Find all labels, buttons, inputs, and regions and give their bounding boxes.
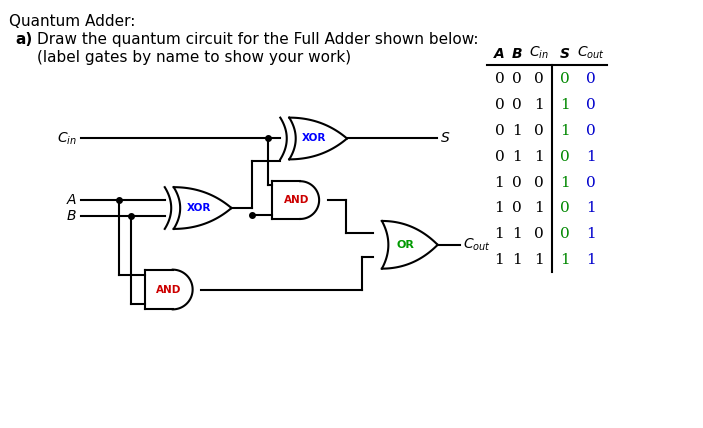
Text: 1: 1 xyxy=(586,227,596,241)
Text: XOR: XOR xyxy=(302,134,326,143)
Text: 1: 1 xyxy=(560,124,570,138)
Text: 0: 0 xyxy=(512,201,522,215)
Text: OR: OR xyxy=(397,240,415,250)
Text: $C_{in}$: $C_{in}$ xyxy=(529,45,549,61)
Text: AND: AND xyxy=(283,195,309,205)
Text: 1: 1 xyxy=(512,227,522,241)
Text: 0: 0 xyxy=(534,124,544,138)
Text: 1: 1 xyxy=(512,124,522,138)
Text: 0: 0 xyxy=(494,98,504,112)
Text: 0: 0 xyxy=(560,150,570,163)
Text: 0: 0 xyxy=(512,72,522,86)
Text: 0: 0 xyxy=(560,201,570,215)
Text: $C_{out}$: $C_{out}$ xyxy=(463,237,491,253)
Text: 0: 0 xyxy=(534,72,544,86)
Text: 1: 1 xyxy=(586,253,596,267)
Text: 0: 0 xyxy=(586,124,596,138)
Text: 0: 0 xyxy=(586,72,596,86)
Text: 0: 0 xyxy=(494,124,504,138)
Text: $C_{out}$: $C_{out}$ xyxy=(577,45,605,61)
Text: $B$: $B$ xyxy=(66,209,77,223)
Text: A: A xyxy=(494,47,505,61)
Text: Quantum Adder:: Quantum Adder: xyxy=(9,14,136,29)
Text: 1: 1 xyxy=(534,150,544,163)
Text: 1: 1 xyxy=(494,201,504,215)
Text: 0: 0 xyxy=(494,150,504,163)
Text: 0: 0 xyxy=(586,175,596,190)
Text: 1: 1 xyxy=(560,98,570,112)
Text: AND: AND xyxy=(156,285,181,294)
Text: 0: 0 xyxy=(534,175,544,190)
Text: Draw the quantum circuit for the Full Adder shown below:: Draw the quantum circuit for the Full Ad… xyxy=(37,32,479,47)
Text: B: B xyxy=(512,47,522,61)
Text: 0: 0 xyxy=(586,98,596,112)
Text: 1: 1 xyxy=(494,175,504,190)
Text: 0: 0 xyxy=(512,98,522,112)
Text: 1: 1 xyxy=(494,227,504,241)
Text: 1: 1 xyxy=(494,253,504,267)
Text: a): a) xyxy=(15,32,32,47)
Text: 1: 1 xyxy=(586,201,596,215)
Text: 1: 1 xyxy=(534,98,544,112)
Text: 0: 0 xyxy=(534,227,544,241)
Text: $A$: $A$ xyxy=(66,193,77,207)
Text: 0: 0 xyxy=(560,227,570,241)
Text: 1: 1 xyxy=(586,150,596,163)
Text: 1: 1 xyxy=(512,253,522,267)
Text: 0: 0 xyxy=(560,72,570,86)
Text: (label gates by name to show your work): (label gates by name to show your work) xyxy=(37,50,352,65)
Text: 1: 1 xyxy=(534,253,544,267)
Text: 1: 1 xyxy=(560,175,570,190)
Text: 0: 0 xyxy=(512,175,522,190)
Text: 1: 1 xyxy=(534,201,544,215)
Text: $C_{in}$: $C_{in}$ xyxy=(57,130,77,147)
Text: XOR: XOR xyxy=(186,203,211,213)
Text: 1: 1 xyxy=(560,253,570,267)
Text: 0: 0 xyxy=(494,72,504,86)
Text: 1: 1 xyxy=(512,150,522,163)
Text: $S$: $S$ xyxy=(439,131,450,146)
Text: S: S xyxy=(560,47,570,61)
